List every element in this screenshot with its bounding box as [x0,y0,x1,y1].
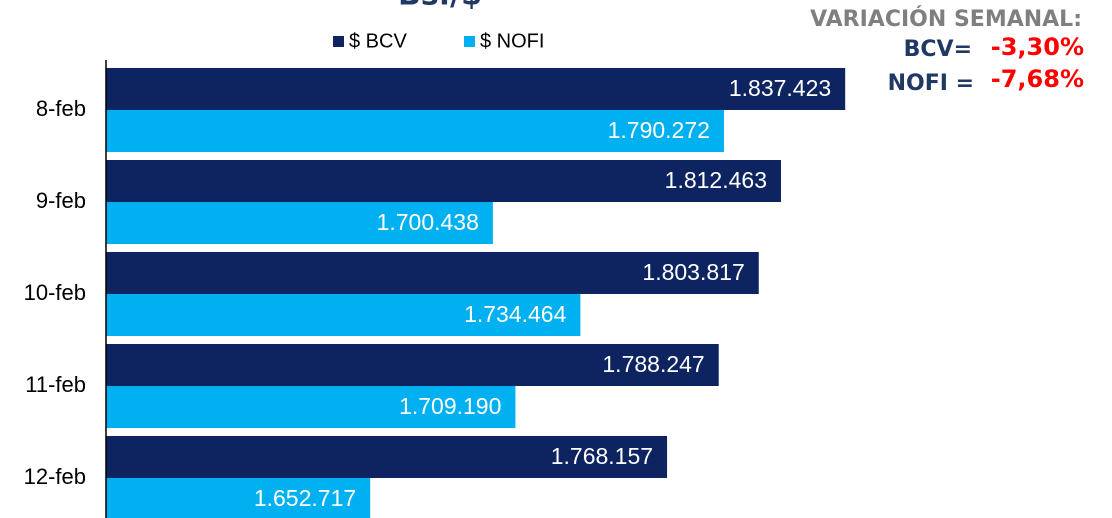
data-label: 1.700.438 [377,209,479,235]
data-label: 1.837.423 [729,75,831,101]
annotation: -7,68% [991,65,1084,93]
data-label: 1.788.247 [602,351,704,377]
data-label: 1.790.272 [608,117,710,143]
data-label: 1.709.190 [399,393,501,419]
annotation: VARIACIÓN SEMANAL: [810,6,1082,32]
y-tick-label: 12-feb [24,464,86,489]
y-tick-label: 9-feb [36,188,86,213]
annotation: BCV= [904,37,972,62]
chart-title: Bs./$ [398,0,482,13]
y-tick-label: 8-feb [36,96,86,121]
bar [106,294,581,336]
annotation: NOFI = [888,71,974,96]
data-label: 1.812.463 [665,167,767,193]
data-label: 1.734.464 [464,301,567,327]
data-label: 1.768.157 [551,443,653,469]
bar [106,436,668,478]
bar [106,344,719,386]
y-tick-label: 11-feb [25,372,86,397]
data-label: 1.803.817 [642,259,744,285]
bar [106,160,782,202]
legend-swatch [333,36,344,47]
annotation: -3,30% [991,33,1084,61]
bar [106,110,724,152]
legend-label: $ BCV [349,30,407,52]
bar [106,68,846,110]
y-tick-label: 10-feb [24,280,86,305]
legend-swatch [464,36,475,47]
bar [106,386,516,428]
data-label: 1.652.717 [254,485,356,511]
bar [106,252,759,294]
bar [106,478,371,518]
legend-label: $ NOFI [480,30,544,52]
bar [106,202,493,244]
